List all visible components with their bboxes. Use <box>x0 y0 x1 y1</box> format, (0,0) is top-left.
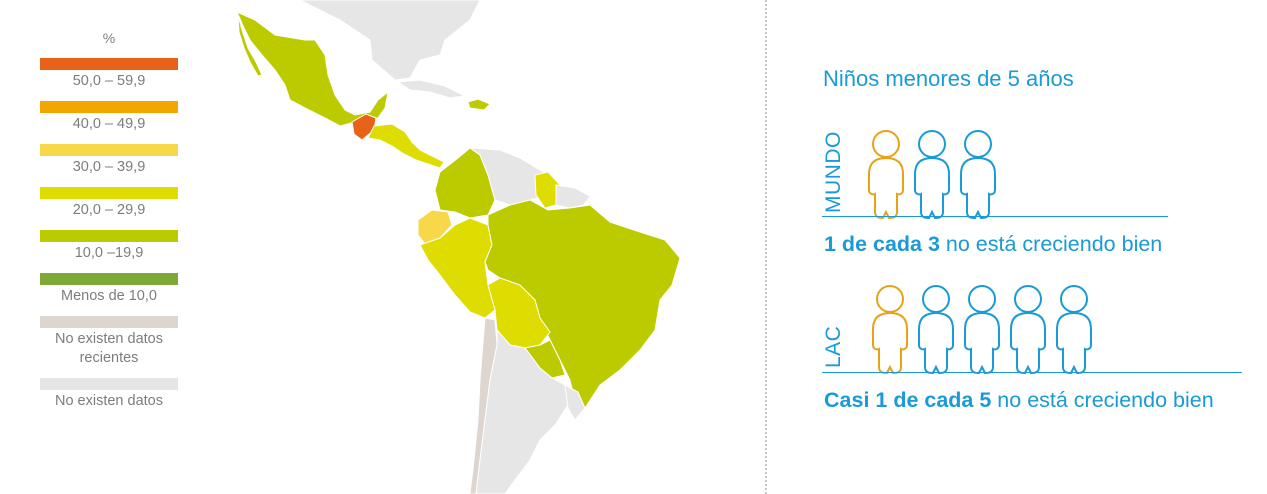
region-central-america <box>367 123 445 169</box>
legend-label: 20,0 – 29,9 <box>72 202 146 218</box>
region-baja <box>237 14 263 77</box>
stat-lac: Casi 1 de cada 5 no está creciendo bien <box>824 388 1214 413</box>
legend-item-40-49: 40,0 – 49,9 <box>40 101 178 134</box>
person-icon <box>918 285 954 375</box>
legend-title: % <box>102 30 116 46</box>
legend-swatch <box>40 58 178 70</box>
section-divider <box>765 0 767 494</box>
person-icon <box>960 130 996 220</box>
person-figure <box>866 128 906 225</box>
person-figure <box>1008 283 1048 380</box>
person-figure <box>1054 283 1094 380</box>
stat-mundo: 1 de cada 3 no está creciendo bien <box>824 232 1162 257</box>
region-hispaniola <box>467 98 491 111</box>
baseline-lac <box>822 372 1242 373</box>
legend-label: No existen datos recientes <box>54 331 163 366</box>
region-colombia <box>434 147 496 219</box>
region-ecuador <box>417 209 453 246</box>
region-mexico <box>236 11 389 127</box>
person-figure <box>916 283 956 380</box>
legend-swatch <box>40 187 178 199</box>
legend-label: 50,0 – 59,9 <box>72 73 146 89</box>
legend-label: 40,0 – 49,9 <box>72 116 146 132</box>
region-bolivia <box>487 277 551 349</box>
legend-item-no-data: No existen datos <box>40 378 178 411</box>
legend-swatch <box>40 378 178 390</box>
legend-item-below-10: Menos de 10,0 <box>40 273 178 306</box>
person-icon <box>1010 285 1046 375</box>
region-argentina <box>475 328 569 494</box>
legend-swatch <box>40 144 178 156</box>
person-icon <box>872 285 908 375</box>
person-icon <box>868 130 904 220</box>
region-cuba <box>396 79 467 99</box>
region-suriname <box>555 184 591 209</box>
legend-label: Menos de 10,0 <box>61 288 157 304</box>
legend-swatch <box>40 316 178 328</box>
map-legend: % 50,0 – 59,9 40,0 – 49,9 30,0 – 39,9 20… <box>40 28 178 411</box>
legend-item-30-39: 30,0 – 39,9 <box>40 144 178 177</box>
group-label-mundo: MUNDO <box>822 131 845 213</box>
legend-item-50-59: 50,0 – 59,9 <box>40 58 178 91</box>
person-figure <box>870 283 910 380</box>
person-figure <box>958 128 998 225</box>
group-label-lac: LAC <box>822 325 845 368</box>
legend-item-20-29: 20,0 – 29,9 <box>40 187 178 220</box>
legend-swatch <box>40 273 178 285</box>
baseline-mundo <box>822 216 1168 217</box>
region-usa <box>248 0 481 81</box>
info-title: Niños menores de 5 años <box>823 66 1074 91</box>
stat-rest: no está creciendo bien <box>939 232 1163 256</box>
stat-bold: Casi 1 de cada 5 <box>824 388 992 412</box>
region-brazil <box>484 199 681 409</box>
legend-item-10-19: 10,0 –19,9 <box>40 230 178 263</box>
region-uruguay <box>564 384 586 421</box>
stat-bold: 1 de cada 3 <box>824 232 940 256</box>
legend-swatch <box>40 230 178 242</box>
person-icon <box>914 130 950 220</box>
person-figure <box>912 128 952 225</box>
legend-swatch <box>40 101 178 113</box>
legend-label: No existen datos <box>54 393 163 409</box>
legend-item-no-recent-data: No existen datos recientes <box>40 316 178 368</box>
person-icon <box>1056 285 1092 375</box>
legend-label: 10,0 –19,9 <box>74 245 144 261</box>
stat-rest: no está creciendo bien <box>991 388 1214 412</box>
person-icon <box>964 285 1000 375</box>
latin-america-map <box>236 0 681 494</box>
person-figure <box>962 283 1002 380</box>
legend-label: 30,0 – 39,9 <box>72 159 146 175</box>
